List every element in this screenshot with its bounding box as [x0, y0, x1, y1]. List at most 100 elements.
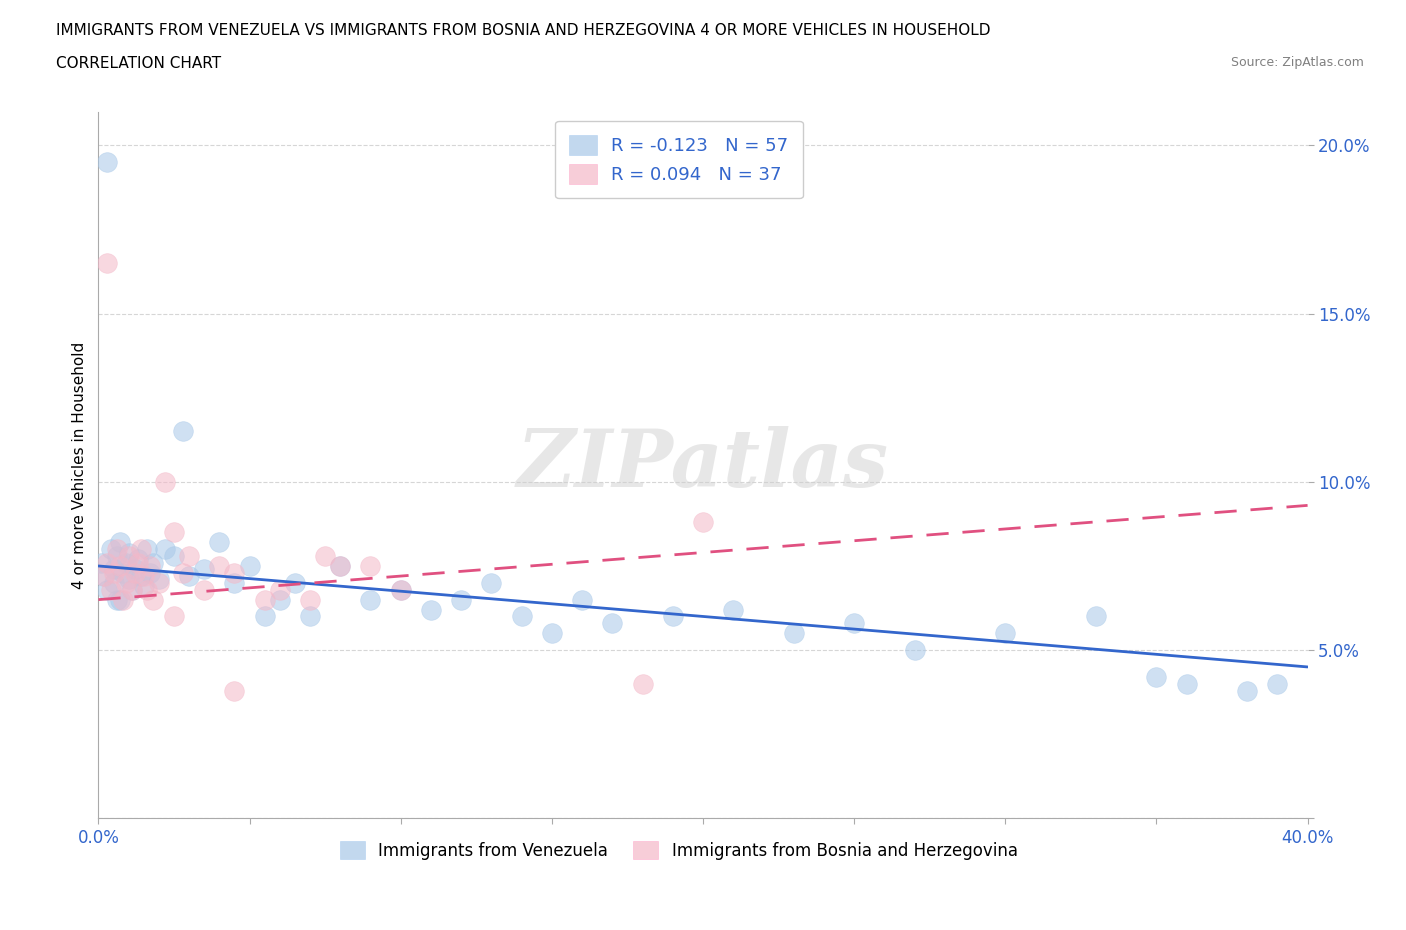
Point — [105, 592, 128, 607]
Point — [904, 643, 927, 658]
Point — [129, 568, 152, 583]
Point — [111, 565, 134, 580]
Point — [193, 562, 215, 577]
Point — [142, 555, 165, 570]
Point — [121, 582, 143, 597]
Point — [329, 559, 352, 574]
Point — [139, 565, 162, 580]
Point — [269, 582, 291, 597]
Point — [450, 592, 472, 607]
Point — [124, 562, 146, 577]
Point — [844, 616, 866, 631]
Point — [135, 541, 157, 556]
Point — [118, 549, 141, 564]
Point — [692, 515, 714, 530]
Point — [108, 535, 131, 550]
Point — [269, 592, 291, 607]
Point — [329, 559, 352, 574]
Point — [571, 592, 593, 607]
Point — [111, 592, 134, 607]
Point — [93, 568, 115, 583]
Point — [299, 592, 322, 607]
Point — [148, 576, 170, 591]
Point — [314, 549, 336, 564]
Legend: Immigrants from Venezuela, Immigrants from Bosnia and Herzegovina: Immigrants from Venezuela, Immigrants fr… — [333, 834, 1024, 867]
Point — [103, 576, 125, 591]
Point — [135, 582, 157, 597]
Point — [661, 609, 683, 624]
Point — [100, 541, 122, 556]
Point — [179, 568, 201, 583]
Point — [360, 592, 382, 607]
Point — [124, 565, 146, 580]
Point — [108, 592, 131, 607]
Point — [108, 559, 131, 574]
Point — [360, 559, 382, 574]
Point — [299, 609, 322, 624]
Point — [253, 592, 276, 607]
Point — [103, 565, 125, 580]
Point — [172, 424, 194, 439]
Point — [172, 565, 194, 580]
Text: CORRELATION CHART: CORRELATION CHART — [56, 56, 221, 71]
Point — [193, 582, 215, 597]
Point — [90, 555, 112, 570]
Point — [132, 578, 155, 593]
Point — [224, 565, 246, 580]
Point — [153, 541, 176, 556]
Point — [224, 683, 246, 698]
Point — [602, 616, 624, 631]
Point — [96, 555, 118, 570]
Point — [105, 549, 128, 564]
Text: IMMIGRANTS FROM VENEZUELA VS IMMIGRANTS FROM BOSNIA AND HERZEGOVINA 4 OR MORE VE: IMMIGRANTS FROM VENEZUELA VS IMMIGRANTS … — [56, 23, 991, 38]
Point — [1236, 683, 1258, 698]
Point — [100, 582, 122, 597]
Point — [420, 603, 443, 618]
Point — [1144, 670, 1167, 684]
Point — [96, 256, 118, 271]
Point — [1085, 609, 1108, 624]
Point — [239, 559, 262, 574]
Point — [132, 568, 155, 583]
Point — [96, 582, 118, 597]
Point — [114, 576, 136, 591]
Y-axis label: 4 or more Vehicles in Household: 4 or more Vehicles in Household — [72, 341, 87, 589]
Point — [510, 609, 533, 624]
Point — [153, 474, 176, 489]
Point — [139, 559, 162, 574]
Point — [224, 576, 246, 591]
Point — [148, 572, 170, 587]
Point — [253, 609, 276, 624]
Point — [163, 609, 186, 624]
Text: Source: ZipAtlas.com: Source: ZipAtlas.com — [1230, 56, 1364, 69]
Point — [208, 535, 231, 550]
Text: ZIPatlas: ZIPatlas — [517, 426, 889, 504]
Point — [783, 626, 806, 641]
Point — [105, 541, 128, 556]
Point — [129, 541, 152, 556]
Point — [127, 551, 149, 566]
Point — [481, 576, 503, 591]
Point — [163, 549, 186, 564]
Point — [142, 592, 165, 607]
Point — [723, 603, 745, 618]
Point — [1267, 676, 1289, 691]
Point — [631, 676, 654, 691]
Point — [389, 582, 412, 597]
Point — [540, 626, 562, 641]
Point — [994, 626, 1017, 641]
Point — [1175, 676, 1198, 691]
Point — [96, 154, 118, 169]
Point — [103, 562, 125, 577]
Point — [389, 582, 412, 597]
Point — [163, 525, 186, 539]
Point — [118, 545, 141, 560]
Point — [127, 555, 149, 570]
Point — [284, 576, 307, 591]
Point — [179, 549, 201, 564]
Point — [114, 555, 136, 570]
Point — [121, 582, 143, 597]
Point — [208, 559, 231, 574]
Point — [93, 568, 115, 583]
Point — [118, 572, 141, 587]
